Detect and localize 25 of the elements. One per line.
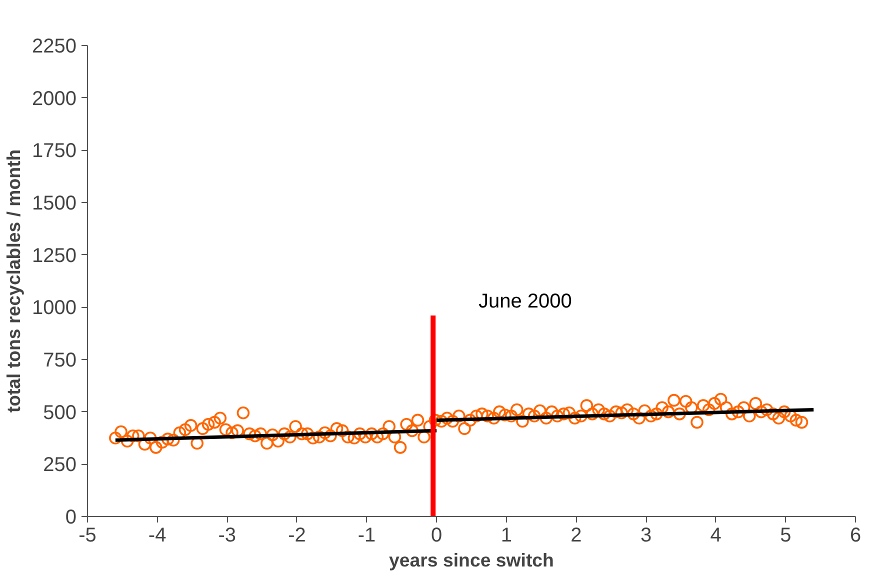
x-tick-label: 3 [640,524,652,546]
y-tick-label: 2000 [32,88,77,110]
x-tick-label: 5 [780,524,792,546]
annotation: June 2000 [478,290,572,312]
y-tick-label: 500 [43,402,77,424]
y-axis-title: total tons recyclables / month [3,149,24,413]
x-tick-label: 2 [570,524,582,546]
y-tick-label: 1750 [32,140,77,162]
x-tick-label: 4 [710,524,722,546]
x-axis-title: years since switch [389,550,554,570]
y-tick-label: 0 [65,506,76,528]
x-tick-label: 1 [500,524,512,546]
y-tick-label: 1250 [32,244,77,267]
x-tick-label: -2 [288,524,306,546]
x-tick-label: -4 [148,524,166,546]
y-tick-label: 2250 [32,36,77,58]
y-tick-label: 1000 [32,297,77,320]
x-tick-label: -5 [78,524,96,546]
y-tick-label: 1500 [32,192,77,214]
x-tick-label: -3 [218,524,236,546]
y-tick-label: 250 [43,454,77,476]
y-tick-label: 750 [43,350,77,372]
x-tick-label: 0 [431,524,442,546]
x-tick-label: -1 [358,524,376,546]
x-tick-label: 6 [850,524,862,546]
